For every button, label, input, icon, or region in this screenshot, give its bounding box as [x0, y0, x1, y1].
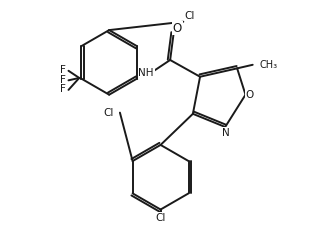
Text: F: F	[60, 75, 65, 85]
Text: N: N	[223, 128, 230, 138]
Text: Cl: Cl	[184, 11, 194, 21]
Text: F: F	[60, 84, 65, 94]
Text: Cl: Cl	[104, 108, 114, 118]
Text: O: O	[173, 22, 182, 35]
Text: Cl: Cl	[155, 213, 166, 223]
Text: CH₃: CH₃	[260, 60, 278, 70]
Text: NH: NH	[138, 68, 154, 78]
Text: O: O	[246, 90, 254, 100]
Text: F: F	[60, 65, 65, 75]
